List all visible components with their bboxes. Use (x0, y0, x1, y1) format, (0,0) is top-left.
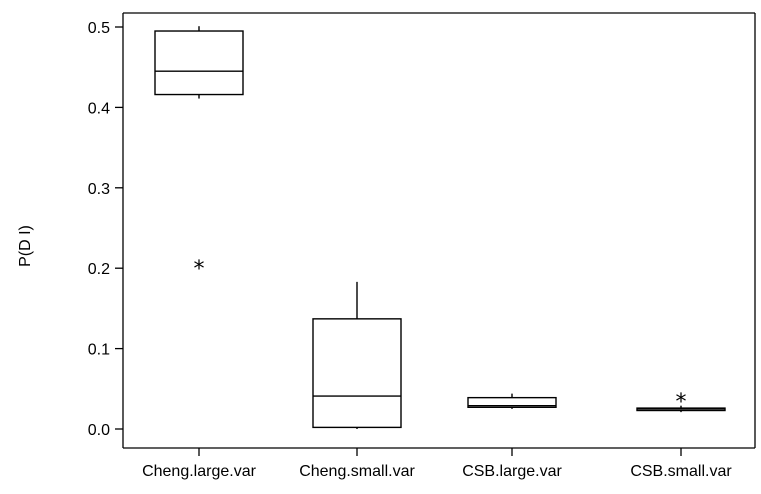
box-group-3: * (636, 390, 726, 415)
y-tick-label-5: 0.5 (88, 20, 110, 37)
x-tick-label-3: CSB.small.var (630, 463, 732, 480)
box-group-1 (312, 281, 402, 429)
y-tick-label-3: 0.3 (88, 181, 110, 198)
outlier-0-0: * (194, 257, 205, 282)
box-group-0: * (154, 26, 244, 282)
y-axis-label: P(D I) (17, 225, 34, 267)
plot-frame (122, 12, 756, 449)
outlier-3-0: * (676, 390, 687, 415)
x-ticks: Cheng.large.var Cheng.small.var CSB.large.… (142, 448, 732, 480)
box-2 (467, 396, 557, 408)
y-tick-label-2: 0.2 (88, 261, 110, 278)
boxes: ** (154, 26, 726, 429)
box-group-2 (467, 393, 557, 409)
y-tick-label-4: 0.4 (88, 100, 110, 117)
x-tick-label-0: Cheng.large.var (142, 463, 257, 480)
x-tick-label-2: CSB.large.var (462, 463, 562, 480)
x-tick-label-1: Cheng.small.var (299, 463, 415, 480)
y-tick-label-0: 0.0 (88, 422, 110, 439)
box-0 (154, 30, 244, 96)
y-tick-label-1: 0.1 (88, 342, 110, 359)
y-ticks: 0.0 0.1 0.2 0.3 0.4 0.5 (88, 20, 123, 439)
box-1 (312, 318, 402, 429)
